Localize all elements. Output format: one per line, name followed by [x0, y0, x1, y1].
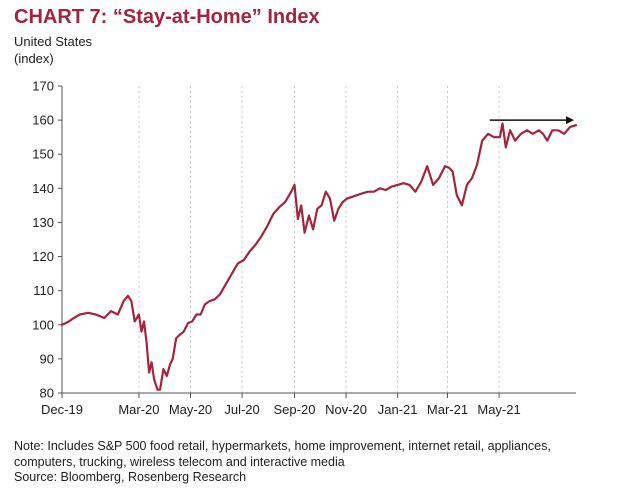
x-tick-label: Jul-20: [224, 402, 259, 417]
subtitle-region: United States: [14, 34, 93, 49]
x-tick-label: Sep-20: [274, 402, 316, 417]
note-line-1: Note: Includes S&P 500 food retail, hype…: [14, 439, 551, 453]
y-tick-label: 170: [32, 79, 54, 94]
annotation-arrow-head: [566, 116, 574, 125]
x-tick-label: Mar-21: [427, 402, 468, 417]
chart-title: CHART 7: “Stay-at-Home” Index: [14, 6, 320, 28]
y-tick-label: 90: [40, 351, 54, 366]
y-tick-label: 100: [32, 317, 54, 332]
grid-layer: [138, 86, 500, 393]
x-tick-label: May-20: [169, 402, 212, 417]
chart-footnote: Note: Includes S&P 500 food retail, hype…: [14, 439, 614, 486]
y-tick-label: 160: [32, 113, 54, 128]
axis-layer: Dec-19 Mar-20 May-20 Jul-20 Sep-20 Nov-20 Jan-…: [32, 79, 576, 417]
y-tick-label: 140: [32, 181, 54, 196]
y-tick-label: 120: [32, 249, 54, 264]
chart-subtitle: United States (index): [14, 33, 92, 67]
series-layer: [60, 122, 578, 391]
x-tick-label: Dec-19: [41, 402, 83, 417]
subtitle-units: (index): [14, 51, 54, 66]
source-line: Source: Bloomberg, Rosenberg Research: [14, 470, 247, 484]
x-tick-label: Nov-20: [325, 402, 367, 417]
y-tick-label: 150: [32, 147, 54, 162]
y-tick-label: 130: [32, 215, 54, 230]
x-tick-label: Mar-20: [118, 402, 159, 417]
annotation-layer: [489, 116, 574, 125]
note-line-2: computers, trucking, wireless telecom an…: [14, 454, 345, 469]
series-line: [60, 122, 578, 391]
y-tick-label: 110: [33, 283, 54, 298]
y-tick-label: 80: [40, 386, 54, 401]
x-tick-label: Jan-21: [378, 402, 418, 417]
x-tick-label: May-21: [477, 402, 520, 417]
line-chart: Dec-19 Mar-20 May-20 Jul-20 Sep-20 Nov-20 Jan-…: [32, 79, 578, 417]
